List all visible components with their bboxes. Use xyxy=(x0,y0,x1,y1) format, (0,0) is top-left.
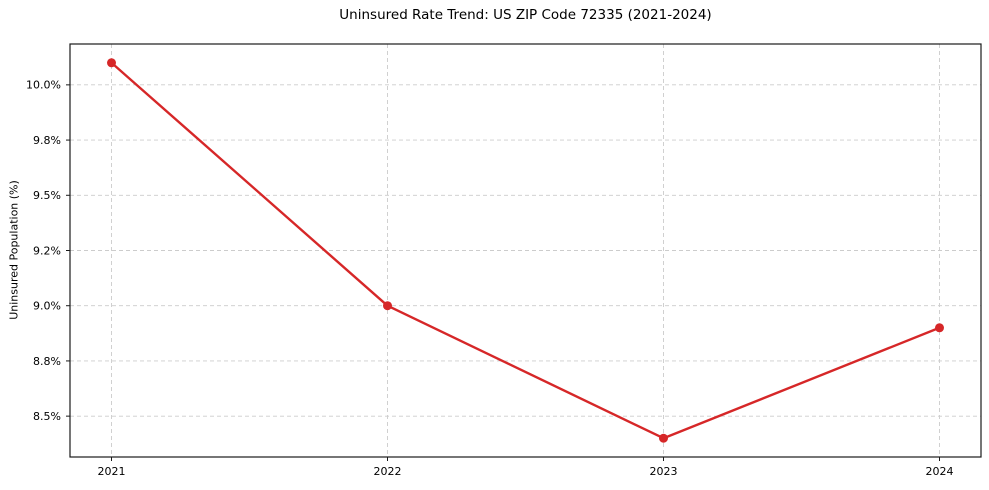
y-tick-label: 9.0% xyxy=(33,300,61,313)
x-tick-label: 2024 xyxy=(926,465,954,478)
x-tick-label: 2022 xyxy=(374,465,402,478)
y-tick-label: 9.2% xyxy=(33,244,61,257)
x-tick-label: 2021 xyxy=(98,465,126,478)
trend-line xyxy=(110,61,941,440)
y-tick-label: 9.5% xyxy=(33,189,61,202)
y-tick-label: 10.0% xyxy=(26,79,61,92)
y-tick-label: 8.8% xyxy=(33,355,61,368)
data-point-2024 xyxy=(935,323,944,333)
x-tick-label: 2023 xyxy=(650,465,678,478)
y-axis-label: Uninsured Population (%) xyxy=(7,180,21,320)
y-tick-label: 8.5% xyxy=(33,410,61,423)
y-tick-label: 9.8% xyxy=(33,134,61,147)
data-point-2023 xyxy=(659,433,668,443)
data-point-2021 xyxy=(107,58,116,68)
chart-title: Uninsured Rate Trend: US ZIP Code 72335 … xyxy=(339,7,712,23)
data-point-2022 xyxy=(383,301,392,311)
